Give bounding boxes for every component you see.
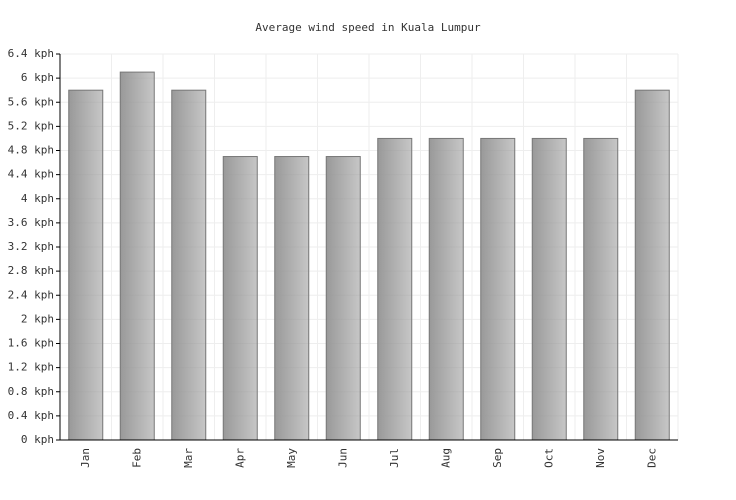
- y-tick-label: 2.8 kph: [8, 264, 54, 277]
- y-tick-label: 0 kph: [21, 433, 54, 446]
- y-tick-label: 3.6 kph: [8, 216, 54, 229]
- bar: [428, 137, 464, 441]
- y-tick-label: 2.4 kph: [8, 288, 54, 301]
- x-tick-label: Jan: [79, 448, 92, 468]
- x-tick-label: Nov: [594, 448, 607, 468]
- bar: [531, 137, 567, 441]
- x-tick-label: Sep: [491, 448, 504, 468]
- y-tick-label: 6.4 kph: [8, 47, 54, 60]
- x-tick-label: Jul: [388, 448, 401, 468]
- bar: [634, 89, 670, 441]
- x-tick-label: Feb: [130, 448, 143, 468]
- bar: [68, 89, 104, 441]
- x-tick-label: Mar: [182, 448, 195, 468]
- y-tick-label: 2 kph: [21, 312, 54, 325]
- bar: [119, 71, 155, 441]
- bar: [325, 156, 361, 441]
- y-tick-label: 5.2 kph: [8, 119, 54, 132]
- bar: [274, 156, 310, 441]
- y-tick-label: 1.6 kph: [8, 337, 54, 350]
- y-tick-label: 4.4 kph: [8, 168, 54, 181]
- x-tick-label: Oct: [542, 448, 555, 468]
- y-tick-label: 4.8 kph: [8, 144, 54, 157]
- y-tick-label: 1.2 kph: [8, 361, 54, 374]
- y-tick-label: 4 kph: [21, 192, 54, 205]
- x-tick-label: Aug: [439, 448, 452, 468]
- bar: [583, 137, 619, 441]
- y-tick-label: 0.8 kph: [8, 385, 54, 398]
- x-tick-label: May: [285, 448, 298, 468]
- x-tick-label: Apr: [233, 448, 246, 468]
- x-tick-label: Dec: [645, 448, 658, 468]
- bar: [171, 89, 207, 441]
- x-tick-label: Jun: [336, 448, 349, 468]
- y-tick-label: 3.2 kph: [8, 240, 54, 253]
- y-tick-label: 6 kph: [21, 71, 54, 84]
- chart-title: Average wind speed in Kuala Lumpur: [255, 21, 481, 34]
- y-tick-label: 0.4 kph: [8, 409, 54, 422]
- bar: [377, 137, 413, 441]
- y-tick-label: 5.6 kph: [8, 95, 54, 108]
- bar: [222, 156, 258, 441]
- bar: [480, 137, 516, 441]
